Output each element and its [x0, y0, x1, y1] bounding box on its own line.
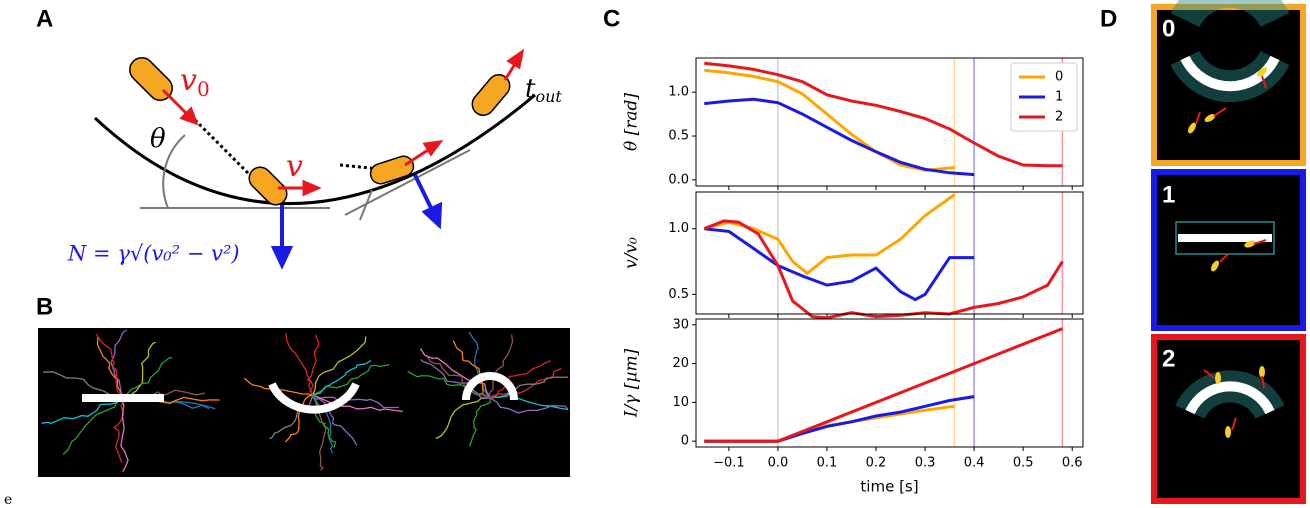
trajectory — [489, 392, 569, 411]
x-tick-label: 0.2 — [866, 456, 887, 471]
trajectory — [121, 356, 173, 399]
trajectory — [311, 394, 337, 449]
trajectory — [95, 333, 123, 399]
y-axis-label: I/γ [µm] — [622, 348, 642, 418]
trajectory — [489, 376, 569, 399]
data-line — [704, 395, 975, 443]
data-line — [703, 219, 1064, 320]
x-tick-label: 0.4 — [964, 456, 985, 471]
x-tick-label: 0.1 — [817, 456, 838, 471]
trajectory — [488, 334, 514, 399]
y-tick-label: 10 — [672, 395, 689, 410]
data-line — [704, 227, 975, 302]
trajectory — [312, 394, 358, 446]
data-line — [704, 97, 975, 177]
panel-d-label: 1 — [1162, 181, 1175, 208]
y-tick-label: 0.0 — [668, 172, 689, 187]
trajectory — [285, 394, 314, 443]
trajectory — [110, 329, 127, 399]
trajectory — [420, 348, 491, 399]
trajectory — [312, 336, 367, 396]
axes-frame — [695, 318, 1084, 448]
data-line — [704, 68, 955, 172]
trajectory — [112, 397, 125, 464]
y-tick-label: 1.0 — [668, 85, 689, 100]
panel-letter: B — [36, 293, 53, 320]
panel-letter: A — [36, 5, 53, 32]
trajectory — [452, 340, 491, 399]
data-line — [704, 327, 1063, 443]
footer: e — [4, 492, 12, 508]
legend-label: 2 — [1055, 110, 1063, 125]
trajectory — [489, 397, 569, 414]
v0-base: v — [180, 63, 197, 98]
panel-c-charts: 0.0 0.5 1.0 θ [rad] 0 1 2 0.5 1.0 v/v₀ 0 10 20 30 −0.1… — [622, 57, 1084, 496]
trajectory — [407, 370, 491, 399]
y-tick-label: 0.5 — [668, 287, 689, 302]
trajectory — [120, 397, 129, 472]
data-line — [703, 193, 956, 276]
x-axis-label: time [s] — [860, 478, 918, 496]
panel-d-images — [1151, 0, 1306, 504]
y-axis-label: θ [rad] — [622, 93, 642, 151]
panel-letter: C — [603, 5, 620, 32]
legend-label: 1 — [1055, 90, 1063, 105]
trajectory — [41, 397, 123, 425]
trajectory — [62, 397, 123, 455]
panel-a-diagram — [93, 48, 536, 270]
trajectory — [269, 394, 314, 440]
trajectory — [489, 360, 552, 399]
x-tick-label: 0.5 — [1013, 456, 1034, 471]
trajectory — [312, 394, 399, 409]
trajectory — [489, 367, 562, 399]
axes-frame — [695, 57, 1084, 187]
y-tick-label: 0.5 — [668, 129, 689, 144]
trajectory — [312, 394, 403, 413]
axes-frame — [695, 191, 1084, 315]
x-tick-label: −0.1 — [713, 456, 745, 471]
panel-d-label: 0 — [1162, 15, 1175, 42]
tout-sub: out — [535, 87, 562, 106]
y-axis-label: v/v₀ — [622, 237, 642, 269]
data-line — [704, 404, 955, 443]
x-tick-label: 0.6 — [1062, 456, 1083, 471]
wall — [268, 382, 360, 414]
panel-d-label: 2 — [1162, 345, 1175, 372]
y-tick-label: 20 — [672, 356, 689, 371]
trajectory — [285, 333, 314, 396]
trajectory — [312, 360, 372, 396]
data-line — [704, 61, 1063, 168]
panel-letter: D — [1100, 5, 1117, 32]
y-tick-label: 1.0 — [668, 221, 689, 236]
trajectory — [306, 334, 320, 396]
normal-force-label: N = γ√(v₀² − v²) — [67, 242, 240, 266]
wall — [462, 372, 518, 401]
tout-base: t — [525, 74, 536, 104]
x-tick-label: 0.0 — [768, 456, 789, 471]
x-tick-label: 0.3 — [915, 456, 936, 471]
v0-label: v0 — [180, 63, 210, 101]
v0-sub: 0 — [197, 77, 210, 101]
legend-label: 0 — [1055, 70, 1063, 85]
theta-label: θ — [150, 124, 166, 154]
y-tick-label: 30 — [672, 317, 689, 332]
v-label: v — [286, 149, 303, 184]
panel-b-image — [38, 328, 570, 477]
wall — [82, 394, 164, 402]
trajectory — [426, 356, 491, 399]
trajectory — [468, 397, 491, 447]
y-tick-label: 0 — [681, 434, 689, 449]
tout-label: tout — [525, 74, 562, 106]
